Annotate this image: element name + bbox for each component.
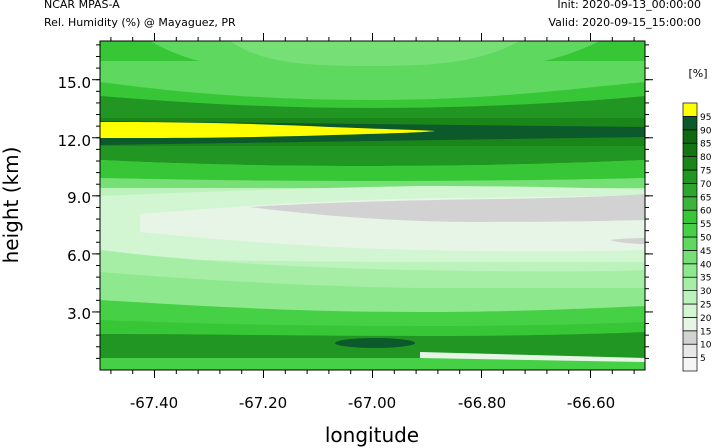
y-axis: 15.0 12.0 9.0 6.0 3.0 height (km)	[0, 74, 91, 323]
valid-time: Valid: 2020-09-15_15:00:00	[548, 16, 701, 29]
x-tick-label: -67.40	[130, 394, 178, 412]
colorbar-label: 70	[700, 180, 712, 190]
colorbar-swatch	[682, 183, 698, 198]
colorbar-label: 65	[700, 193, 711, 203]
init-time: Init: 2020-09-13_00:00:00	[557, 0, 701, 11]
colorbar-title: [%]	[688, 67, 707, 80]
colorbar-label: 35	[700, 274, 711, 284]
transition-band-2	[100, 160, 645, 181]
colorbar-label: 90	[700, 126, 712, 136]
colorbar-label: 85	[700, 140, 711, 150]
colorbar-swatch	[682, 317, 698, 332]
colorbar-label: 50	[700, 234, 712, 244]
upper-core	[230, 41, 520, 66]
grey-dry-region-2	[610, 238, 645, 244]
x-axis-label: longitude	[325, 423, 419, 447]
colorbar-label: 60	[700, 207, 712, 217]
colorbar-swatch	[682, 129, 698, 144]
grey-dry-region	[250, 194, 645, 222]
colorbar-label: 10	[700, 341, 712, 351]
contour-field	[100, 41, 645, 370]
axis-ticks	[92, 33, 653, 378]
colorbar-swatch	[682, 276, 698, 291]
colorbar-label: 55	[700, 220, 711, 230]
colorbar-swatch	[682, 196, 698, 211]
x-tick-label: -67.20	[239, 394, 287, 412]
surface-edge-right	[420, 352, 645, 362]
y-tick-label: 9.0	[67, 189, 91, 207]
colorbar-swatch	[682, 156, 698, 171]
colorbar-swatch	[682, 263, 698, 278]
colorbar-label: 20	[700, 314, 712, 324]
variable-title: Rel. Humidity (%) @ Mayaguez, PR	[44, 16, 236, 29]
moist-pocket	[335, 338, 415, 348]
colorbar-label: 40	[700, 260, 712, 270]
lower-band-2	[100, 300, 645, 330]
colorbar-label: 25	[700, 301, 711, 311]
colorbar-swatch	[682, 142, 698, 157]
colorbar-label: 30	[700, 287, 712, 297]
colorbar-swatch	[682, 209, 698, 224]
y-axis-label: height (km)	[0, 147, 23, 264]
upper-moist-inner	[100, 96, 645, 122]
x-tick-label: -66.80	[458, 394, 506, 412]
colorbar-swatch	[682, 290, 698, 305]
colorbar-swatch	[682, 303, 698, 318]
colorbar: [%] 5 10 15 20 25 30 35 40 45 50 55 60 65 70 75 80 85 90 9…	[682, 67, 712, 372]
colorbar-label: 80	[700, 153, 712, 163]
yellow-max-region	[100, 122, 435, 138]
surface-dry-edge	[100, 358, 645, 370]
colorbar-swatch	[682, 330, 698, 345]
x-tick-label: -66.60	[567, 394, 615, 412]
colorbar-swatch	[682, 223, 698, 238]
colorbar-swatch	[682, 357, 698, 372]
y-tick-label: 6.0	[67, 247, 91, 265]
x-axis: -67.40 -67.20 -67.00 -66.80 -66.60 longi…	[130, 394, 615, 447]
y-tick-label: 15.0	[58, 74, 91, 92]
colorbar-label: 5	[700, 354, 706, 364]
transition-band-1	[100, 146, 645, 166]
colorbar-label: 15	[700, 327, 711, 337]
colorbar-swatch	[682, 169, 698, 184]
model-title: NCAR MPAS-A	[44, 0, 120, 11]
y-tick-label: 12.0	[58, 132, 91, 150]
colorbar-label: 95	[700, 113, 711, 123]
colorbar-swatch	[682, 343, 698, 358]
x-tick-label: -67.00	[348, 394, 396, 412]
colorbar-swatch	[682, 116, 698, 131]
colorbar-swatch	[682, 236, 698, 251]
colorbar-label: 45	[700, 247, 711, 257]
colorbar-label: 75	[700, 167, 711, 177]
colorbar-swatch	[682, 250, 698, 265]
colorbar-swatch	[682, 102, 698, 117]
y-tick-label: 3.0	[67, 305, 91, 323]
